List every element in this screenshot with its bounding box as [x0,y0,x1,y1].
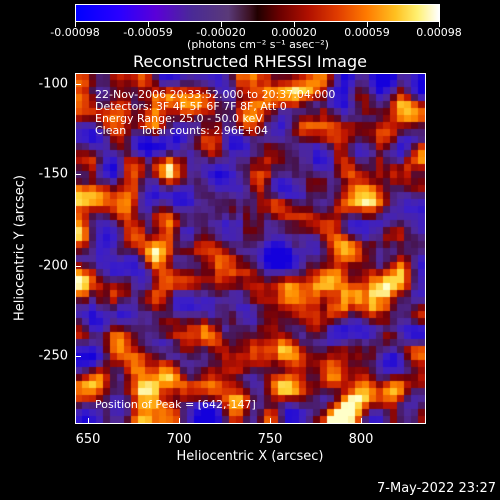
x-tick [270,418,271,424]
x-tick-label: 650 [75,432,101,447]
y-tick [75,174,81,175]
colorbar-tick-label: -0.00020 [196,26,246,39]
y-tick-label: -150 [38,166,68,182]
colorbar-units: (photons cm⁻² s⁻¹ asec⁻²) [187,38,329,51]
colorbar-tick-label: -0.00098 [50,26,100,39]
colorbar-tick-label: 0.00020 [271,26,317,39]
colorbar-tick-label: 0.00059 [344,26,390,39]
time-range-text: 22-Nov-2006 20:33:52.000 to 20:37:04.000 [95,88,336,101]
plot-title: Reconstructed RHESSI Image [133,52,367,71]
y-tick [75,266,81,267]
total-counts-text: Clean Total counts: 2.96E+04 [95,124,269,137]
x-tick-label: 700 [166,432,192,447]
x-axis-label: Heliocentric X (arcsec) [176,449,324,464]
y-tick-label: -200 [38,258,68,274]
y-tick-label: -100 [38,76,68,92]
image-plot-area [75,73,426,424]
x-tick-label: 750 [257,432,283,447]
y-axis-label: Heliocentric Y (arcsec) [12,175,28,321]
energy-range-text: Energy Range: 25.0 - 50.0 keV [95,112,263,125]
rhessi-image-heatmap [76,74,425,423]
y-tick-label: -250 [38,348,68,364]
colorbar-tick [439,22,440,27]
x-tick [88,418,89,424]
colorbar-tick [221,22,222,27]
colorbar-tick-label: -0.00059 [123,26,173,39]
colorbar-tick [148,22,149,27]
colorbar-tick-label: 0.00098 [416,26,462,39]
x-tick [179,418,180,424]
colorbar-tick [294,22,295,27]
x-tick-label: 800 [348,432,374,447]
y-tick [75,84,81,85]
y-tick [75,356,81,357]
detectors-text: Detectors: 3F 4F 5F 6F 7F 8F, Att 0 [95,100,287,113]
colorbar-tick [75,22,76,27]
timestamp: 7-May-2022 23:27 [377,481,496,496]
colorbar-tick [367,22,368,27]
x-tick [361,418,362,424]
peak-position-text: Position of Peak = [642,-147] [95,398,256,411]
colorbar [75,4,440,22]
